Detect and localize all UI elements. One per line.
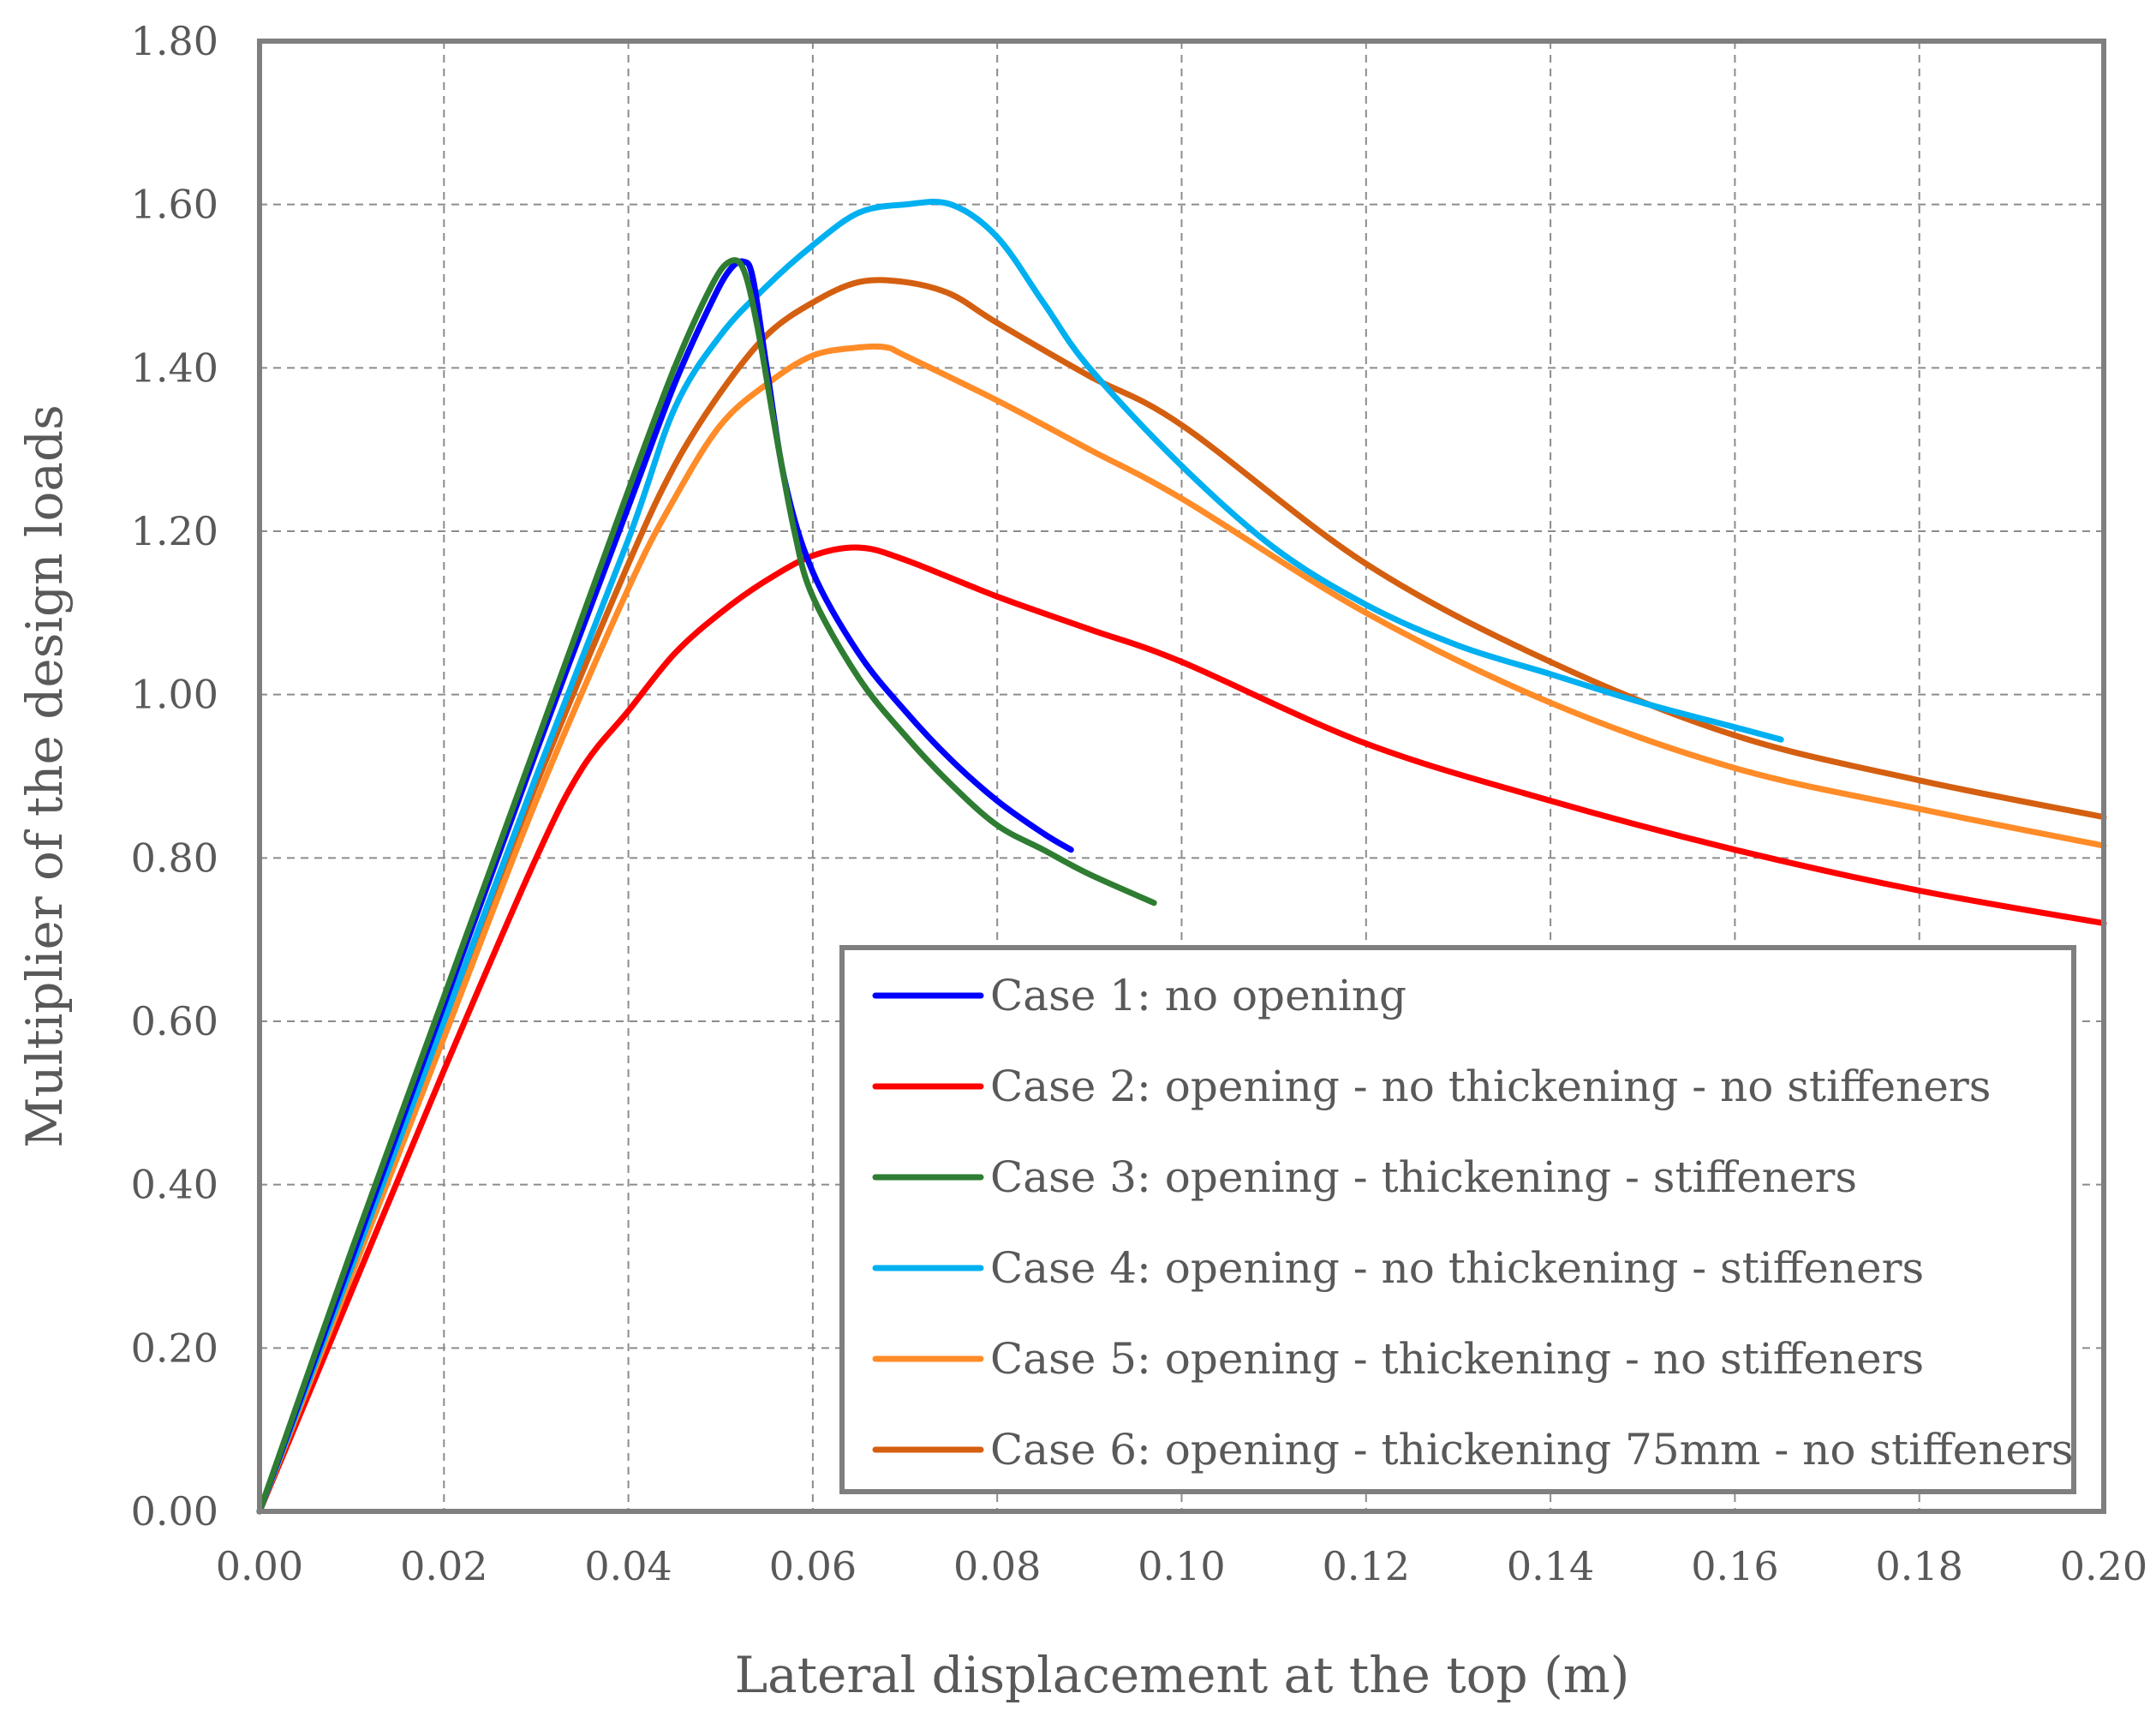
x-tick-label: 0.06 xyxy=(769,1543,857,1589)
x-tick-label: 0.02 xyxy=(400,1543,487,1589)
legend-label-case-2: Case 2: opening - no thickening - no sti… xyxy=(990,1062,1991,1111)
y-tick-label: 1.20 xyxy=(131,508,218,554)
x-tick-label: 0.00 xyxy=(216,1543,303,1589)
y-tick-label: 1.60 xyxy=(131,182,218,228)
x-tick-label: 0.20 xyxy=(2060,1543,2147,1589)
x-tick-label: 0.16 xyxy=(1691,1543,1778,1589)
x-tick-label: 0.14 xyxy=(1507,1543,1594,1589)
x-tick-label: 0.18 xyxy=(1875,1543,1962,1589)
y-tick-label: 0.00 xyxy=(131,1488,218,1535)
legend-label-case-1: Case 1: no opening xyxy=(990,971,1406,1020)
x-tick-label: 0.12 xyxy=(1323,1543,1410,1589)
y-tick-label: 1.80 xyxy=(131,18,218,64)
x-tick-label: 0.10 xyxy=(1138,1543,1225,1589)
y-tick-label: 1.00 xyxy=(131,672,218,718)
y-tick-label: 0.80 xyxy=(131,835,218,881)
y-tick-label: 0.60 xyxy=(131,998,218,1044)
x-axis-title: Lateral displacement at the top (m) xyxy=(735,1646,1630,1704)
series-line-case-3 xyxy=(256,257,1157,1515)
legend-label-case-6: Case 6: opening - thickening 75mm - no s… xyxy=(990,1425,2074,1475)
x-tick-label: 0.04 xyxy=(584,1543,672,1589)
y-tick-label: 1.40 xyxy=(131,344,218,391)
series-line-case-2 xyxy=(256,544,2107,1515)
plot-frame xyxy=(257,39,2106,1514)
series-line-case-4 xyxy=(256,198,1784,1515)
legend-label-case-3: Case 3: opening - thickening - stiffener… xyxy=(990,1152,1857,1202)
series-lines xyxy=(256,198,2107,1515)
y-axis-title: Multiplier of the design loads xyxy=(15,404,74,1148)
y-tick-label: 0.20 xyxy=(131,1325,218,1371)
legend-box xyxy=(839,945,2076,1494)
series-line-case-5 xyxy=(256,343,2107,1515)
x-axis-ticks: 0.00 0.02 0.04 0.06 0.08 0.10 0.12 0.14 0.16 0.18… xyxy=(216,1543,2147,1589)
legend-label-case-5: Case 5: opening - thickening - no stiffe… xyxy=(990,1334,1924,1384)
y-axis-ticks: 0.00 0.20 0.40 0.60 0.80 1.00 1.20 1.40 1.60 1.80 xyxy=(131,18,218,1535)
x-tick-label: 0.08 xyxy=(953,1543,1041,1589)
legend-label-case-4: Case 4: opening - no thickening - stiffe… xyxy=(990,1243,1924,1293)
y-tick-label: 0.40 xyxy=(131,1162,218,1208)
legend: Case 1: no opening Case 2: opening - no t… xyxy=(839,945,2076,1494)
